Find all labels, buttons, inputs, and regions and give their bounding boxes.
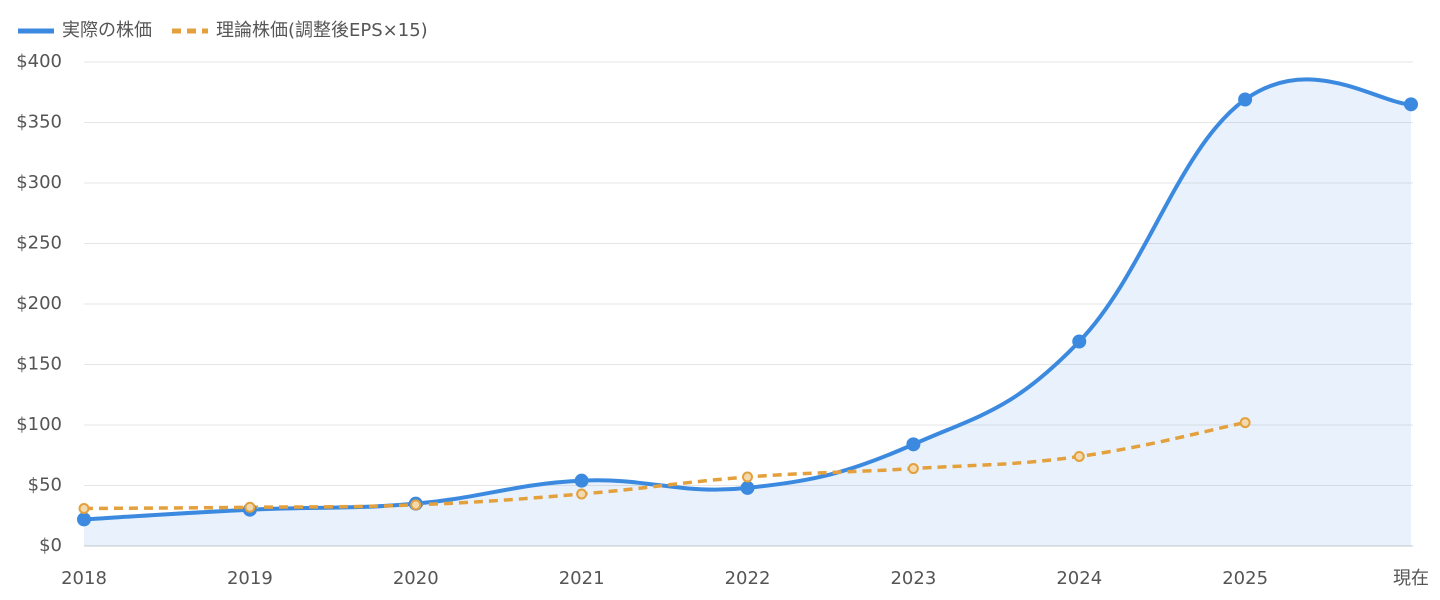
x-tick-label: 現在 <box>1393 568 1429 589</box>
point <box>742 471 753 483</box>
x-tick-label: 2023 <box>890 568 936 589</box>
point <box>410 499 422 511</box>
point <box>1073 450 1085 462</box>
y-tick-label: $150 <box>16 354 62 375</box>
y-tick-label: $50 <box>28 475 62 496</box>
x-tick-label: 2024 <box>1056 568 1102 589</box>
point <box>77 512 91 527</box>
area <box>84 79 1411 547</box>
y-tick-label: $300 <box>16 172 62 193</box>
x-tick-label: 2018 <box>61 568 107 589</box>
point <box>1239 417 1251 429</box>
legend-label: 実際の株価 <box>62 20 152 41</box>
point <box>244 501 256 513</box>
y-tick-label: $0 <box>39 535 62 556</box>
legend-label: 理論株価(調整後EPS×15) <box>216 20 428 41</box>
point <box>907 463 919 475</box>
point <box>574 473 589 488</box>
y-tick-label: $400 <box>16 51 62 72</box>
y-tick-label: $200 <box>16 293 62 314</box>
point <box>1404 97 1418 112</box>
point <box>1072 334 1087 349</box>
x-tick-label: 2025 <box>1222 568 1268 589</box>
point <box>740 480 755 495</box>
point <box>906 437 921 452</box>
x-tick-label: 2019 <box>227 568 273 589</box>
y-tick-label: $250 <box>16 233 62 254</box>
y-tick-label: $100 <box>16 414 62 435</box>
x-tick-label: 2021 <box>559 568 605 589</box>
point <box>1238 92 1253 107</box>
x-tick-label: 2020 <box>393 568 439 589</box>
point <box>78 502 90 514</box>
line <box>83 420 1246 511</box>
point <box>576 488 588 500</box>
x-tick-label: 2022 <box>725 568 771 589</box>
y-tick-label: $350 <box>16 112 62 133</box>
